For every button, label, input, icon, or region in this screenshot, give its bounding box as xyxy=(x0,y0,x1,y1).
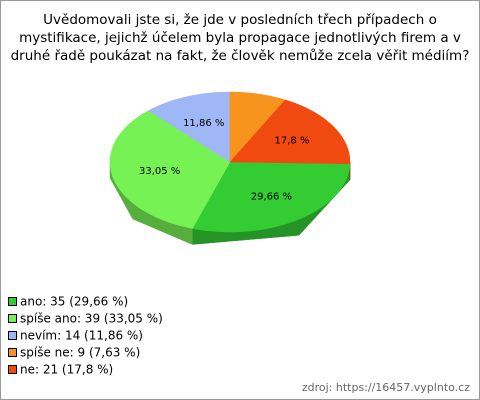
slice xyxy=(109,110,231,229)
legend-swatch xyxy=(8,348,17,357)
legend-label: spíše ne: 9 (7,63 %) xyxy=(20,346,140,360)
slice xyxy=(229,99,351,165)
title-line: druhé řadě poukázat na fakt, že člověk n… xyxy=(11,48,470,64)
legend-label: spíše ano: 39 (33,05 %) xyxy=(20,312,163,326)
legend-swatch xyxy=(8,314,17,323)
title-line: Uvědomovali jste si, že jde v posledních… xyxy=(43,12,437,28)
data-label: 11,86 % xyxy=(183,118,224,129)
legend-swatch xyxy=(8,365,17,374)
slice xyxy=(148,91,231,163)
legend-label: ne: 21 (17,8 %) xyxy=(20,363,113,377)
legend-label: ano: 35 (29,66 %) xyxy=(20,295,128,309)
slice xyxy=(229,91,286,163)
data-label: 29,66 % xyxy=(251,191,292,202)
legend-swatch xyxy=(8,297,17,306)
legend-swatch xyxy=(8,331,17,340)
data-label: 33,05 % xyxy=(139,166,180,177)
slice xyxy=(191,161,351,233)
title-line: mystifikace, jejichž účelem byla propaga… xyxy=(19,30,461,46)
source: zdroj: https://16457.vyplnto.cz xyxy=(302,381,470,394)
legend-label: nevím: 14 (11,86 %) xyxy=(20,329,143,343)
data-label: 17,8 % xyxy=(275,136,310,147)
